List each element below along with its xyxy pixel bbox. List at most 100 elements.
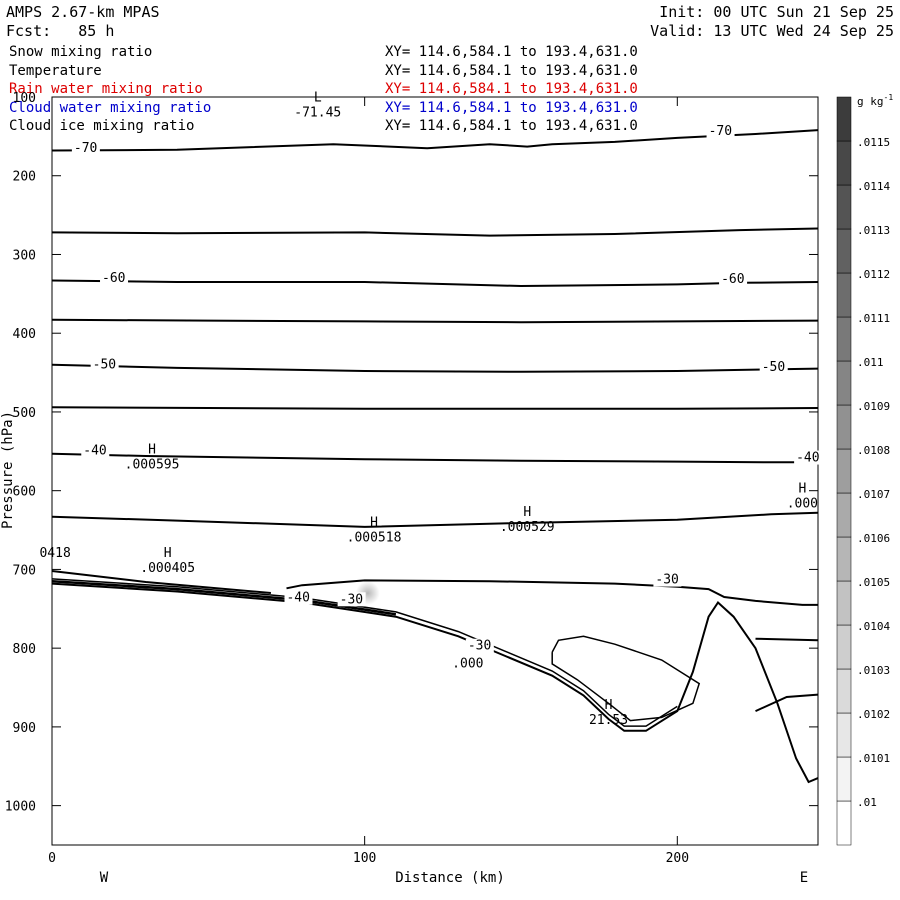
extremum-value: .000529 xyxy=(500,520,555,535)
field-xy-range: XY= 114.6,584.1 to 193.4,631.0 xyxy=(385,44,638,60)
y-tick-label: 600 xyxy=(13,485,36,500)
contour-label-bg xyxy=(90,357,119,372)
colorbar-unit-exponent: -1 xyxy=(884,93,894,102)
terrain-lobe xyxy=(551,635,701,722)
valid-time: Valid: 13 UTC Wed 24 Sep 25 xyxy=(650,22,894,40)
field-name: Temperature xyxy=(9,62,102,79)
contour-label-bg xyxy=(653,572,682,587)
contour-label: -30 xyxy=(468,639,491,654)
contour-label-bg xyxy=(337,592,366,607)
field-xy-range: XY= 114.6,584.1 to 193.4,631.0 xyxy=(385,99,638,116)
temperature-contour xyxy=(51,279,819,288)
field-xy-range: XY= 114.6,584.1 to 193.4,631.0 xyxy=(385,62,638,79)
colorbar-level-label: .0114 xyxy=(857,180,890,193)
colorbar-level-label: .0102 xyxy=(857,708,890,721)
colorbar-level-label: .011 xyxy=(857,356,884,369)
contour-label-bg xyxy=(81,443,110,458)
temperature-contour xyxy=(51,318,819,324)
west-label: W xyxy=(100,870,109,886)
temperature-contour xyxy=(51,363,819,373)
field-xy-range: XY= 114.6,584.1 to 193.4,631.0 xyxy=(385,81,638,97)
colorbar-level-label: .0104 xyxy=(857,620,890,633)
colorbar-swatch xyxy=(836,624,852,670)
y-tick-label: 200 xyxy=(13,170,36,185)
forecast-hour: Fcst: 85 h xyxy=(6,22,115,40)
temperature-contour xyxy=(51,452,818,464)
x-tick-label: 0 xyxy=(48,851,56,866)
colorbar-level-label: .0101 xyxy=(857,752,890,765)
contour-label-bg xyxy=(284,590,313,605)
colorbar-swatch xyxy=(836,228,852,274)
temperature-contour xyxy=(51,129,819,152)
y-tick-label: 1000 xyxy=(5,800,36,815)
temperature-contour xyxy=(51,570,271,594)
colorbar-swatch xyxy=(836,668,852,714)
extremum-value: -71.45 xyxy=(294,105,341,120)
y-tick-label: 700 xyxy=(13,563,36,578)
colorbar-swatch xyxy=(836,712,852,758)
colorbar-swatch xyxy=(836,272,852,318)
contour-label-bg xyxy=(465,638,494,653)
extremum-marker: H xyxy=(148,442,156,457)
colorbar-level-label: .0111 xyxy=(857,312,890,325)
field-name: Rain water mixing ratio xyxy=(9,81,203,97)
contour-label-bg xyxy=(71,141,100,156)
extremum-marker: H xyxy=(164,546,172,561)
extremum-marker: H xyxy=(523,505,531,520)
extremum-marker: H xyxy=(798,482,806,497)
axis-ticks: 100 200 300 400 500 600 700 800 900 1000 0 100 200 xyxy=(5,91,818,866)
colorbar-level-label: .0106 xyxy=(857,532,890,545)
colorbar-level-label: .0107 xyxy=(857,488,890,501)
temperature-contour xyxy=(51,227,819,237)
y-tick-label: 100 xyxy=(13,91,36,106)
colorbar-level-label: .0113 xyxy=(857,224,890,237)
colorbar-level-label: .0112 xyxy=(857,268,890,281)
colorbar-swatch xyxy=(836,448,852,494)
colorbar-swatch xyxy=(836,580,852,626)
contour-labels: -70 -70 -60 -60 -50 -50 -40 -40 -30 -40 -30 -30 L-71… xyxy=(39,90,823,728)
contour-label: -30 xyxy=(340,592,363,607)
contour-label: -40 xyxy=(83,443,106,458)
colorbar: .01 .0101 .0102 .0103 .0104 .0105 .0106 .0107 .0… xyxy=(836,93,893,846)
contour-label: -60 xyxy=(102,271,125,286)
colorbar-swatch xyxy=(836,184,852,230)
contour-label: -70 xyxy=(709,124,732,139)
extremum-value: .000595 xyxy=(125,457,180,472)
colorbar-level-label: .0103 xyxy=(857,664,890,677)
contour-label-bg xyxy=(706,123,735,138)
y-axis-label: Pressure (hPa) xyxy=(0,411,16,529)
extremum-value: .000518 xyxy=(347,530,402,545)
contour-label: -70 xyxy=(74,141,97,156)
field-name: Cloud water mixing ratio xyxy=(9,99,212,116)
contour-label: -50 xyxy=(93,358,116,373)
temperature-contour xyxy=(51,406,819,410)
contour-label-bg xyxy=(794,450,823,465)
terrain-line-upper xyxy=(51,578,678,727)
colorbar-level-label: .0105 xyxy=(857,576,890,589)
contour-label: -30 xyxy=(655,573,678,588)
colorbar-swatch xyxy=(836,360,852,406)
field-name: Cloud ice mixing ratio xyxy=(9,118,195,134)
contour-label-bg xyxy=(719,271,748,286)
contour-label: -50 xyxy=(762,360,785,375)
extremum-value: 0418 xyxy=(39,546,70,561)
extremum-value: .000 xyxy=(787,497,818,512)
colorbar-level-label: .0109 xyxy=(857,400,890,413)
colorbar-swatch xyxy=(836,96,852,142)
colorbar-level-label: .01 xyxy=(857,796,877,809)
plot-frame xyxy=(51,96,819,846)
temperature-contour xyxy=(51,511,819,528)
colorbar-unit: g kg-1 xyxy=(857,93,893,108)
terrain xyxy=(51,578,819,784)
contour-label-bg xyxy=(759,360,788,375)
extremum-value: .000405 xyxy=(140,561,195,576)
extremum-marker: L xyxy=(314,90,322,105)
contour-label: -40 xyxy=(796,451,819,466)
colorbar-swatch xyxy=(836,404,852,450)
contour-label: -40 xyxy=(286,591,309,606)
colorbar-swatch xyxy=(836,756,852,802)
field-xy-range: XY= 114.6,584.1 to 193.4,631.0 xyxy=(385,118,638,134)
colorbar-swatch xyxy=(836,536,852,582)
y-tick-label: 400 xyxy=(13,327,36,342)
extremum-value: 21.53 xyxy=(589,713,628,728)
